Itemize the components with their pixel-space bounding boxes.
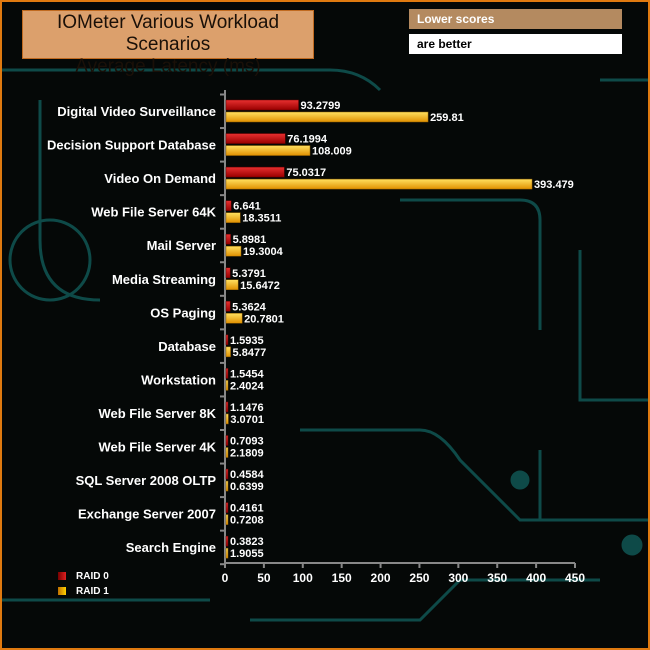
note-lower-scores: Lower scores: [409, 9, 622, 29]
data-label: 0.3823: [230, 536, 264, 548]
data-label: 1.5454: [230, 368, 265, 380]
bar-raid-1: [225, 111, 429, 123]
category-label: Web File Server 64K: [91, 205, 216, 220]
x-tick-label: 450: [565, 571, 585, 585]
legend-item-raid0: RAID 0: [58, 571, 109, 582]
category-label: Web File Server 8K: [98, 406, 216, 421]
data-label: 15.6472: [240, 280, 280, 292]
bar-raid-1: [225, 447, 229, 458]
data-label: 2.4024: [230, 380, 265, 392]
x-tick-label: 50: [257, 571, 271, 585]
data-label: 108.009: [312, 146, 352, 158]
data-label: 3.0701: [230, 414, 264, 426]
bar-raid-0: [225, 468, 229, 480]
category-label: Search Engine: [126, 540, 216, 555]
legend-item-raid1: RAID 1: [58, 586, 109, 597]
category-label: OS Paging: [150, 305, 216, 320]
bar-raid-0: [225, 334, 229, 346]
bar-raid-0: [225, 267, 231, 278]
x-tick-label: 200: [371, 571, 391, 585]
x-tick-label: 0: [222, 571, 229, 585]
data-label: 1.9055: [230, 548, 264, 560]
category-label: Video On Demand: [104, 171, 216, 186]
data-label: 0.7208: [230, 515, 264, 527]
x-tick-label: 300: [448, 571, 468, 585]
data-label: 6.641: [233, 201, 261, 213]
bar-raid-1: [225, 178, 533, 190]
legend-swatch-raid0: [58, 572, 66, 581]
chart-title: IOMeter Various Workload Scenarios Avera…: [22, 10, 314, 77]
bar-raid-0: [225, 535, 229, 547]
data-label: 0.4584: [230, 469, 265, 481]
data-label: 75.0317: [286, 167, 326, 179]
category-label: Mail Server: [147, 238, 216, 253]
data-label: 0.4161: [230, 503, 264, 515]
bar-raid-1: [225, 547, 229, 559]
bar-raid-0: [225, 233, 231, 245]
category-label: Media Streaming: [112, 272, 216, 287]
data-label: 20.7801: [244, 313, 284, 325]
category-label: Database: [158, 339, 216, 354]
legend-label: RAID 1: [76, 586, 109, 597]
bar-raid-0: [225, 368, 229, 379]
data-label: 1.5935: [230, 335, 264, 347]
bar-raid-1: [225, 480, 229, 492]
bar-raid-0: [225, 133, 286, 144]
data-label: 5.3791: [232, 268, 266, 280]
category-label: Web File Server 4K: [98, 440, 216, 455]
data-label: 2.1809: [230, 448, 264, 460]
bar-raid-0: [225, 435, 229, 446]
bar-raid-1: [225, 514, 229, 525]
bar-raid-1: [225, 212, 241, 223]
data-label: 0.7093: [230, 436, 264, 448]
bar-raid-1: [225, 346, 231, 358]
bar-raid-1: [225, 380, 229, 391]
data-label: 5.3624: [232, 301, 267, 313]
bar-raid-0: [225, 99, 299, 111]
bar-raid-1: [225, 279, 239, 290]
x-tick-label: 150: [332, 571, 352, 585]
x-tick-label: 350: [487, 571, 507, 585]
data-label: 259.81: [430, 112, 464, 124]
bar-raid-1: [225, 313, 243, 324]
bar-raid-0: [225, 200, 232, 211]
bar-raid-0: [225, 166, 285, 178]
bar-raid-0: [225, 502, 229, 513]
bar-raid-1: [225, 145, 311, 156]
category-label: Digital Video Surveillance: [57, 104, 216, 119]
data-label: 0.6399: [230, 481, 264, 493]
category-label: Exchange Server 2007: [78, 507, 216, 522]
category-label: SQL Server 2008 OLTP: [76, 473, 217, 488]
data-label: 393.479: [534, 179, 574, 191]
note-are-better: are better: [409, 34, 622, 54]
title-line-1: IOMeter Various Workload Scenarios: [56, 12, 280, 55]
data-label: 1.1476: [230, 402, 264, 414]
data-label: 5.8477: [233, 347, 267, 359]
bar-raid-1: [225, 245, 242, 257]
data-label: 18.3511: [242, 213, 281, 225]
x-tick-label: 400: [526, 571, 546, 585]
bar-raid-0: [225, 401, 229, 413]
legend-swatch-raid1: [58, 587, 66, 596]
bar-raid-1: [225, 413, 229, 425]
x-tick-label: 250: [409, 571, 429, 585]
data-label: 93.2799: [301, 100, 341, 112]
title-line-2: Average Latency (ms): [75, 56, 261, 77]
category-label: Workstation: [141, 372, 216, 387]
data-label: 5.8981: [233, 234, 267, 246]
x-tick-label: 100: [293, 571, 313, 585]
legend-label: RAID 0: [76, 571, 109, 582]
data-label: 76.1994: [287, 134, 328, 146]
data-label: 19.3004: [243, 246, 284, 258]
category-label: Decision Support Database: [47, 138, 216, 153]
bar-raid-0: [225, 301, 231, 312]
